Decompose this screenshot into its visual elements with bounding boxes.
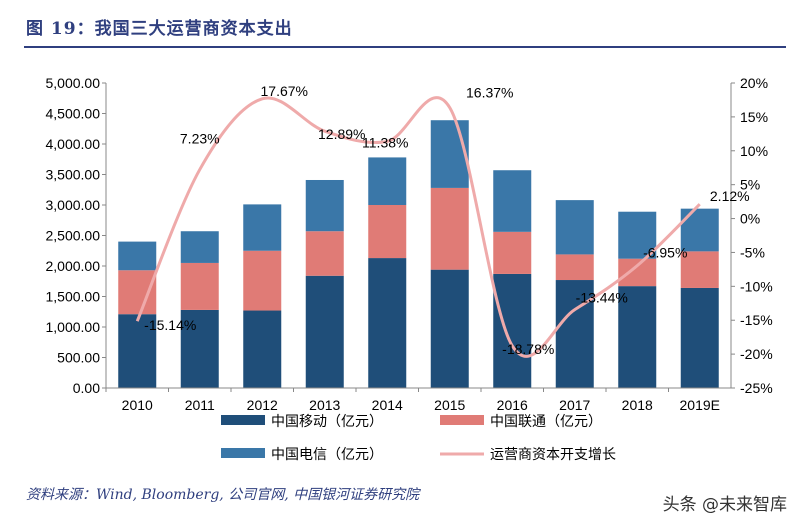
x-tick-label-2014: 2014	[372, 397, 403, 413]
bar-2015-s0	[430, 269, 469, 388]
x-tick-label-2015: 2015	[434, 397, 465, 413]
bar-2016-s2	[493, 170, 532, 232]
left-tick-label-6: 3,000.00	[46, 197, 101, 213]
bar-2015-s2	[430, 120, 469, 188]
bar-2011-s2	[180, 231, 219, 263]
bar-2012-s1	[243, 250, 282, 311]
growth-label-2016: -18.78%	[502, 341, 554, 357]
left-tick-label-5: 2,500.00	[46, 228, 101, 244]
bar-2012-s0	[243, 310, 282, 388]
right-tick-label-2: -15%	[740, 312, 773, 328]
bar-2014-s1	[368, 205, 407, 259]
left-tick-label-8: 4,000.00	[46, 136, 101, 152]
bar-2011-s1	[180, 262, 219, 310]
growth-label-2013: 12.89%	[318, 126, 365, 142]
growth-label-2015: 16.37%	[466, 85, 513, 101]
growth-label-2012: 17.67%	[261, 83, 308, 99]
left-tick-label-3: 1,500.00	[46, 289, 101, 305]
growth-label-2018: -6.95%	[643, 245, 687, 261]
source-note: 资料来源：Wind, Bloomberg, 公司官网, 中国银河证券研究院	[26, 487, 420, 503]
x-tick-label-2017: 2017	[559, 397, 590, 413]
bar-2012-s2	[243, 204, 282, 251]
bar-2016-s1	[493, 231, 532, 274]
left-tick-label-2: 1,000.00	[46, 319, 101, 335]
bar-2010-s1	[118, 270, 157, 315]
right-tick-label-6: 5%	[740, 177, 760, 193]
right-tick-label-4: -5%	[740, 244, 765, 260]
x-tick-label-2011: 2011	[185, 397, 215, 413]
bar-2010-s2	[118, 241, 157, 271]
bar-2011-s0	[180, 309, 219, 388]
left-tick-label-7: 3,500.00	[46, 167, 101, 183]
right-tick-label-5: 0%	[740, 211, 760, 227]
left-tick-label-10: 5,000.00	[46, 75, 101, 91]
title-rule	[24, 46, 786, 48]
left-tick-label-1: 500.00	[57, 350, 100, 366]
bar-2014-s2	[368, 157, 407, 205]
growth-line	[135, 96, 701, 358]
left-tick-label-4: 2,000.00	[46, 258, 101, 274]
bar-2019E-s0	[680, 287, 719, 388]
left-tick-label-0: 0.00	[73, 380, 100, 396]
growth-label-2010: -15.14%	[144, 317, 196, 333]
legend-label-1: 中国联通（亿元）	[490, 413, 602, 429]
legend-swatch-0	[221, 415, 265, 425]
left-tick-label-9: 4,500.00	[46, 106, 101, 122]
watermark: 头条 @未来智库	[662, 495, 787, 515]
bar-2018-s0	[618, 286, 657, 388]
legend-label-2: 中国电信（亿元）	[271, 446, 383, 462]
bar-2013-s1	[305, 231, 344, 276]
right-tick-label-0: -25%	[740, 380, 773, 396]
x-tick-label-2018: 2018	[622, 397, 653, 413]
right-tick-label-3: -10%	[740, 278, 773, 294]
legend-label-3: 运营商资本开支增长	[490, 446, 616, 462]
bar-2014-s0	[368, 258, 407, 388]
right-tick-label-1: -20%	[740, 346, 773, 362]
x-tick-label-2019E: 2019E	[680, 397, 720, 413]
right-tick-label-8: 15%	[740, 109, 768, 125]
growth-label-2017: -13.44%	[576, 290, 628, 306]
bar-2017-s0	[555, 280, 594, 388]
right-tick-label-9: 20%	[740, 75, 768, 91]
bar-2019E-s1	[680, 251, 719, 288]
right-tick-label-7: 10%	[740, 143, 768, 159]
bar-2016-s0	[493, 273, 532, 388]
legend-swatch-2	[221, 448, 265, 458]
x-tick-label-2012: 2012	[247, 397, 278, 413]
capex-chart: 0.00 500.00 1,000.00 1,500.00 2,000.00 2,500.…	[46, 75, 773, 462]
legend-label-0: 中国移动（亿元）	[271, 413, 383, 429]
growth-label-2019E: 2.12%	[710, 188, 750, 204]
bar-2017-s2	[555, 200, 594, 255]
bar-2013-s0	[305, 275, 344, 388]
growth-label-2014: 11.38%	[362, 134, 408, 150]
x-tick-label-2010: 2010	[122, 397, 153, 413]
x-tick-label-2013: 2013	[309, 397, 340, 413]
figure-title: 图 19：我国三大运营商资本支出	[26, 19, 293, 39]
bar-2018-s2	[618, 211, 657, 259]
bar-2015-s1	[430, 187, 469, 270]
bar-2017-s1	[555, 254, 594, 281]
x-tick-label-2016: 2016	[497, 397, 528, 413]
bar-2010-s0	[118, 314, 157, 388]
bar-2013-s2	[305, 179, 344, 232]
bar-2018-s1	[618, 258, 657, 287]
growth-label-2011: 7.23%	[180, 131, 220, 147]
legend-swatch-1	[440, 415, 484, 425]
